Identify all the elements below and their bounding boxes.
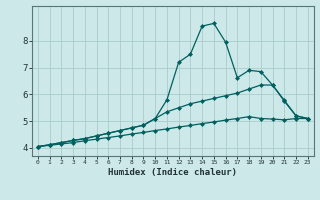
X-axis label: Humidex (Indice chaleur): Humidex (Indice chaleur) (108, 168, 237, 177)
